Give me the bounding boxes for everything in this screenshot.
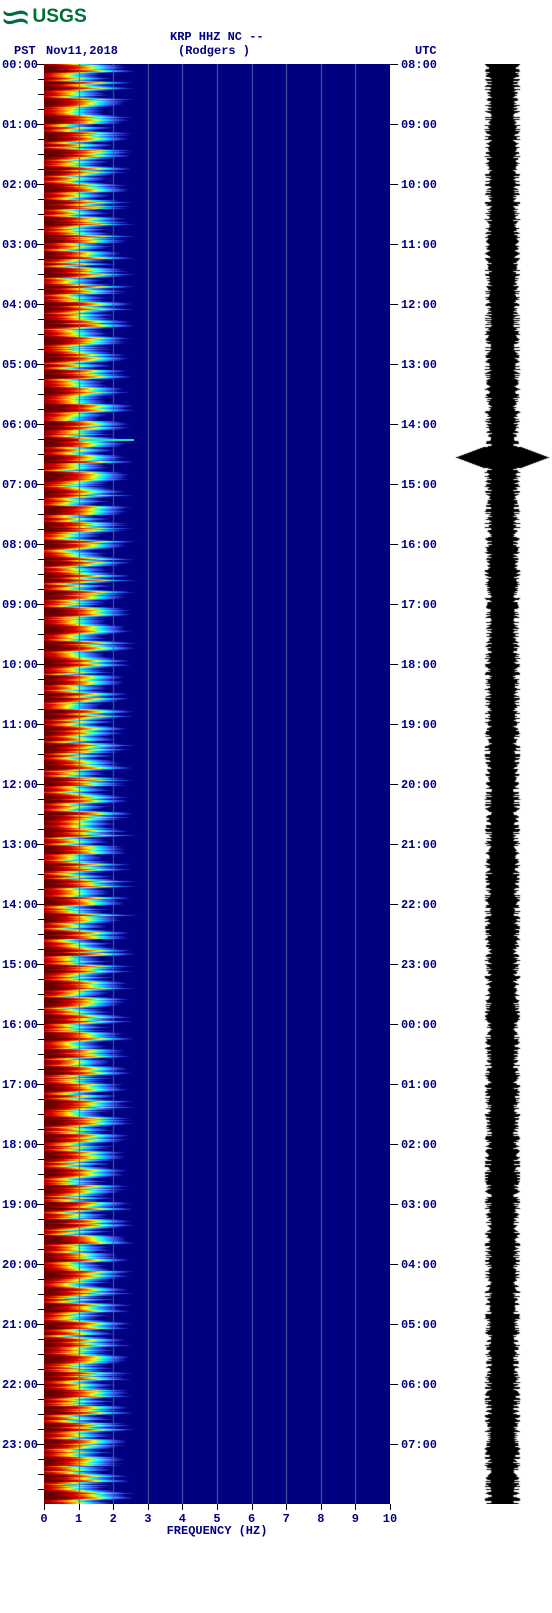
x-tick-label: 7 [283,1512,290,1526]
utc-time-label: 14:00 [401,418,437,432]
x-tick-label: 8 [317,1512,324,1526]
pst-time-label: 02:00 [2,178,38,192]
x-tick-label: 10 [383,1512,397,1526]
spectrogram-canvas [44,64,390,1504]
utc-time-label: 21:00 [401,838,437,852]
pst-time-label: 11:00 [2,718,38,732]
x-tick-label: 9 [352,1512,359,1526]
right-timezone-label: UTC [415,44,437,58]
x-tick-label: 0 [40,1512,47,1526]
pst-time-label: 22:00 [2,1378,38,1392]
pst-time-label: 19:00 [2,1198,38,1212]
utc-time-label: 13:00 [401,358,437,372]
pst-time-label: 00:00 [2,58,38,72]
x-tick-label: 4 [179,1512,186,1526]
svg-text:USGS: USGS [32,6,87,27]
utc-time-label: 02:00 [401,1138,437,1152]
utc-time-label: 22:00 [401,898,437,912]
station-code-label: KRP HHZ NC -- [170,30,264,44]
pst-time-label: 13:00 [2,838,38,852]
utc-time-label: 11:00 [401,238,437,252]
pst-time-label: 03:00 [2,238,38,252]
pst-time-label: 18:00 [2,1138,38,1152]
pst-time-label: 16:00 [2,1018,38,1032]
transient-event-marker [79,439,134,441]
x-tick-label: 6 [248,1512,255,1526]
pst-time-label: 06:00 [2,418,38,432]
utc-time-label: 23:00 [401,958,437,972]
pst-time-label: 12:00 [2,778,38,792]
utc-time-label: 00:00 [401,1018,437,1032]
utc-time-label: 09:00 [401,118,437,132]
pst-time-label: 09:00 [2,598,38,612]
usgs-logo: USGS [2,2,98,28]
utc-time-label: 17:00 [401,598,437,612]
utc-time-label: 19:00 [401,718,437,732]
utc-time-label: 20:00 [401,778,437,792]
pst-time-label: 17:00 [2,1078,38,1092]
x-tick-label: 3 [144,1512,151,1526]
waveform-canvas [455,64,550,1504]
utc-time-label: 06:00 [401,1378,437,1392]
pst-time-label: 01:00 [2,118,38,132]
utc-time-label: 03:00 [401,1198,437,1212]
utc-time-label: 18:00 [401,658,437,672]
plot-area: FREQUENCY (HZ) 00:0001:0002:0003:0004:00… [0,64,552,1524]
utc-time-label: 08:00 [401,58,437,72]
date-label: Nov11,2018 [46,44,118,58]
pst-time-label: 15:00 [2,958,38,972]
utc-time-label: 07:00 [401,1438,437,1452]
utc-time-label: 01:00 [401,1078,437,1092]
plot-header: PST Nov11,2018 KRP HHZ NC -- (Rodgers ) … [0,28,552,62]
left-timezone-label: PST [14,44,36,58]
station-name-label: (Rodgers ) [178,44,250,58]
pst-time-label: 05:00 [2,358,38,372]
utc-time-label: 04:00 [401,1258,437,1272]
x-tick-label: 1 [75,1512,82,1526]
pst-time-label: 20:00 [2,1258,38,1272]
x-axis-title: FREQUENCY (HZ) [167,1524,268,1538]
pst-time-label: 21:00 [2,1318,38,1332]
utc-time-label: 15:00 [401,478,437,492]
utc-time-label: 16:00 [401,538,437,552]
pst-time-label: 23:00 [2,1438,38,1452]
pst-time-label: 07:00 [2,478,38,492]
utc-time-label: 05:00 [401,1318,437,1332]
pst-time-label: 14:00 [2,898,38,912]
utc-time-label: 10:00 [401,178,437,192]
x-tick-label: 2 [110,1512,117,1526]
pst-time-label: 08:00 [2,538,38,552]
pst-time-label: 04:00 [2,298,38,312]
x-tick-label: 5 [213,1512,220,1526]
utc-time-label: 12:00 [401,298,437,312]
pst-time-label: 10:00 [2,658,38,672]
